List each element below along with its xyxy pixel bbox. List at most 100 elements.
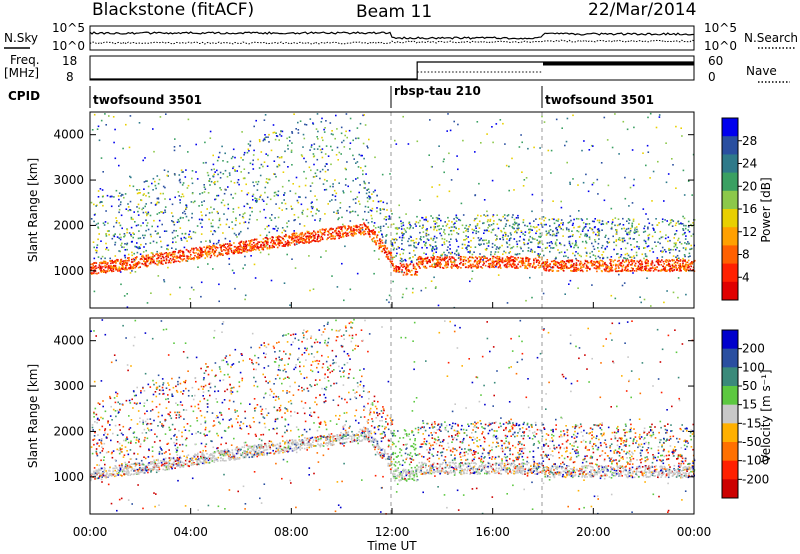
power-data-point	[372, 231, 374, 234]
power-data-point	[391, 244, 394, 247]
power-data-point	[105, 233, 107, 235]
power-data-point	[551, 242, 553, 245]
power-data-point	[671, 225, 674, 227]
power-data-point	[454, 259, 456, 261]
power-data-point	[266, 247, 269, 250]
power-data-point	[257, 158, 259, 161]
power-data-point	[681, 135, 683, 137]
power-data-point	[604, 236, 606, 238]
power-data-point	[388, 294, 391, 297]
power-data-point	[299, 120, 302, 122]
power-data-point	[240, 230, 242, 233]
power-data-point	[555, 244, 558, 247]
power-data-point	[538, 217, 541, 220]
power-data-point	[230, 180, 232, 183]
velocity-data-point	[211, 457, 214, 460]
power-data-point	[238, 251, 241, 254]
velocity-data-point	[253, 446, 255, 449]
power-data-point	[249, 241, 251, 243]
power-data-point	[477, 214, 479, 217]
power-data-point	[630, 244, 632, 246]
power-data-point	[682, 228, 684, 230]
power-data-point	[96, 250, 98, 252]
power-data-point	[393, 247, 395, 250]
power-data-point	[549, 269, 551, 271]
power-data-point	[602, 257, 604, 260]
power-data-point	[501, 236, 504, 239]
power-data-point	[390, 254, 393, 257]
power-data-point	[525, 257, 527, 260]
power-data-point	[560, 261, 562, 264]
power-data-point	[217, 241, 220, 244]
power-data-point	[692, 233, 695, 235]
power-data-point	[269, 198, 272, 201]
power-data-point	[349, 117, 352, 120]
power-data-point	[444, 233, 446, 235]
power-data-point	[572, 222, 574, 225]
power-data-point	[421, 257, 423, 260]
power-data-point	[524, 224, 526, 227]
power-data-point	[120, 214, 123, 217]
power-data-point	[690, 223, 692, 226]
power-data-point	[528, 231, 531, 233]
power-data-point	[647, 151, 650, 153]
power-data-point	[232, 197, 234, 199]
power-data-point	[202, 162, 205, 164]
velocity-data-point	[626, 451, 628, 454]
power-data-point	[576, 259, 578, 262]
power-data-point	[415, 268, 417, 270]
power-data-point	[542, 216, 545, 218]
power-data-point	[627, 231, 630, 234]
power-data-point	[664, 270, 667, 272]
power-data-point	[544, 217, 547, 219]
power-data-point	[562, 222, 564, 224]
power-data-point	[130, 176, 132, 179]
power-data-point	[292, 232, 294, 235]
power-data-point	[552, 266, 554, 268]
power-data-point	[210, 222, 212, 225]
power-data-point	[249, 214, 251, 217]
power-data-point	[596, 261, 598, 263]
power-data-point	[494, 244, 496, 247]
power-data-point	[439, 266, 442, 269]
power-data-point	[543, 219, 545, 222]
power-data-point	[436, 195, 439, 198]
power-data-point	[581, 266, 583, 269]
power-data-point	[535, 259, 538, 262]
power-data-point	[511, 266, 514, 268]
power-data-point	[398, 204, 400, 207]
power-data-point	[612, 235, 614, 238]
power-data-point	[232, 155, 234, 158]
power-data-point	[379, 240, 382, 243]
power-data-point	[271, 236, 273, 238]
power-data-point	[514, 264, 516, 266]
power-data-point	[343, 225, 345, 227]
power-data-point	[220, 189, 222, 191]
power-data-point	[162, 253, 164, 256]
power-data-point	[681, 265, 683, 268]
power-data-point	[491, 126, 493, 128]
power-data-point	[376, 194, 378, 197]
power-data-point	[331, 130, 333, 132]
power-data-point	[467, 244, 469, 247]
power-data-point	[633, 270, 636, 272]
power-data-point	[637, 261, 640, 264]
power-data-point	[540, 235, 542, 238]
power-data-point	[569, 279, 572, 282]
power-data-point	[511, 157, 513, 160]
power-data-point	[216, 169, 218, 172]
power-data-point	[311, 239, 314, 242]
power-data-point	[467, 258, 470, 261]
power-data-point	[178, 179, 181, 182]
power-data-point	[684, 248, 687, 251]
power-data-point	[527, 260, 530, 262]
power-data-point	[100, 119, 103, 122]
power-data-point	[106, 246, 108, 249]
power-data-point	[671, 264, 674, 267]
power-data-point	[238, 165, 241, 168]
power-data-point	[549, 234, 552, 236]
power-data-point	[171, 220, 173, 222]
power-data-point	[492, 263, 494, 266]
power-data-point	[531, 236, 534, 239]
power-data-point	[216, 247, 219, 249]
